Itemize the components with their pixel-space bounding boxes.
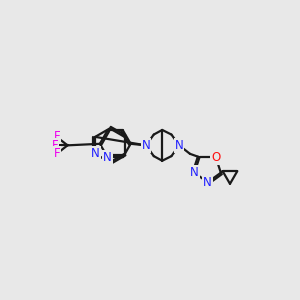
Text: F: F (52, 139, 59, 152)
Text: F: F (53, 130, 60, 143)
Text: N: N (175, 139, 184, 152)
Text: O: O (211, 151, 220, 164)
Text: N: N (190, 166, 199, 179)
Text: N: N (203, 176, 212, 189)
Text: F: F (53, 147, 60, 160)
Text: N: N (142, 139, 150, 152)
Text: N: N (91, 147, 100, 160)
Text: N: N (103, 151, 112, 164)
